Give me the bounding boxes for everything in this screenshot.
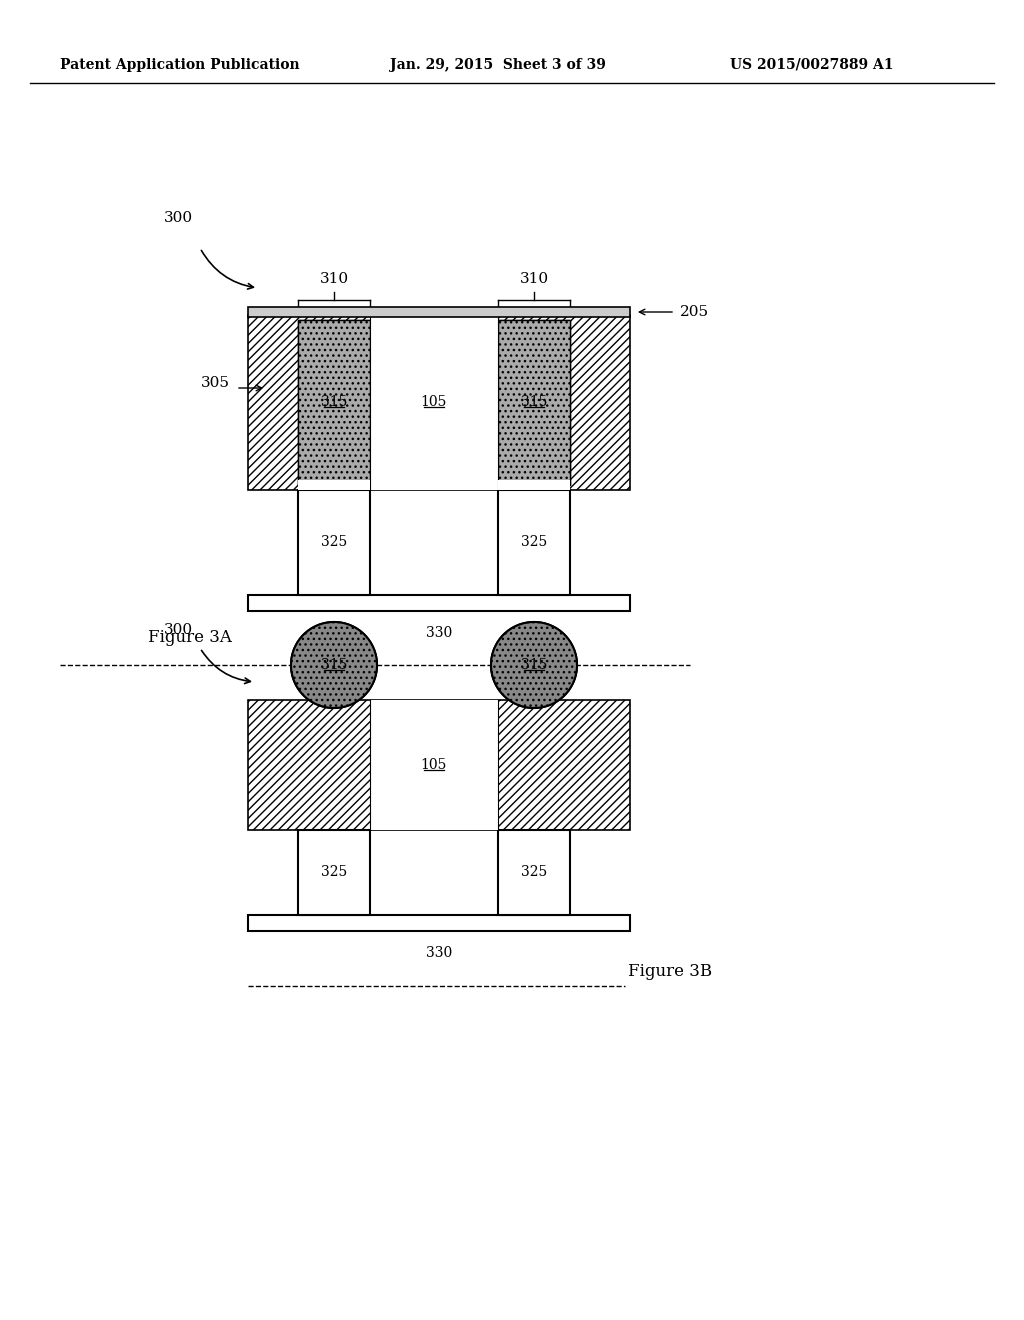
Bar xyxy=(370,315,498,490)
Text: 205: 205 xyxy=(680,305,710,319)
Text: 315: 315 xyxy=(521,657,547,672)
Text: 310: 310 xyxy=(319,272,348,286)
Text: 300: 300 xyxy=(164,623,193,638)
Text: 325: 325 xyxy=(321,535,347,549)
Text: 325: 325 xyxy=(521,535,547,549)
Bar xyxy=(248,700,630,830)
Bar xyxy=(298,480,370,490)
Text: Patent Application Publication: Patent Application Publication xyxy=(60,58,300,73)
Text: 315: 315 xyxy=(321,657,347,672)
Text: 330: 330 xyxy=(426,626,453,640)
Bar xyxy=(370,700,498,830)
Bar xyxy=(248,315,630,490)
Circle shape xyxy=(490,622,577,708)
Text: US 2015/0027889 A1: US 2015/0027889 A1 xyxy=(730,58,894,73)
Text: 325: 325 xyxy=(321,865,347,879)
Bar xyxy=(298,319,370,484)
Bar xyxy=(370,700,498,830)
Bar xyxy=(298,830,370,915)
Text: 105: 105 xyxy=(421,758,447,772)
Text: Figure 3B: Figure 3B xyxy=(628,962,712,979)
Bar xyxy=(498,480,570,490)
Bar xyxy=(248,595,630,611)
Text: Jan. 29, 2015  Sheet 3 of 39: Jan. 29, 2015 Sheet 3 of 39 xyxy=(390,58,606,73)
Text: 315: 315 xyxy=(521,395,547,409)
Text: 330: 330 xyxy=(426,946,453,960)
Bar xyxy=(498,319,570,484)
Bar xyxy=(248,915,630,931)
Text: 310: 310 xyxy=(519,272,549,286)
Bar xyxy=(498,319,570,484)
Circle shape xyxy=(291,622,377,708)
Text: Figure 3A: Figure 3A xyxy=(148,630,231,647)
Circle shape xyxy=(291,622,377,708)
Bar xyxy=(248,308,630,317)
Text: 105: 105 xyxy=(421,395,447,409)
Bar xyxy=(370,315,498,490)
Bar xyxy=(498,830,570,915)
Text: 325: 325 xyxy=(521,865,547,879)
Circle shape xyxy=(490,622,577,708)
Bar xyxy=(498,490,570,595)
Text: 315: 315 xyxy=(321,395,347,409)
Bar xyxy=(298,319,370,484)
Text: 305: 305 xyxy=(201,376,230,389)
Bar xyxy=(298,490,370,595)
Bar xyxy=(370,315,498,490)
Text: 300: 300 xyxy=(164,211,193,224)
